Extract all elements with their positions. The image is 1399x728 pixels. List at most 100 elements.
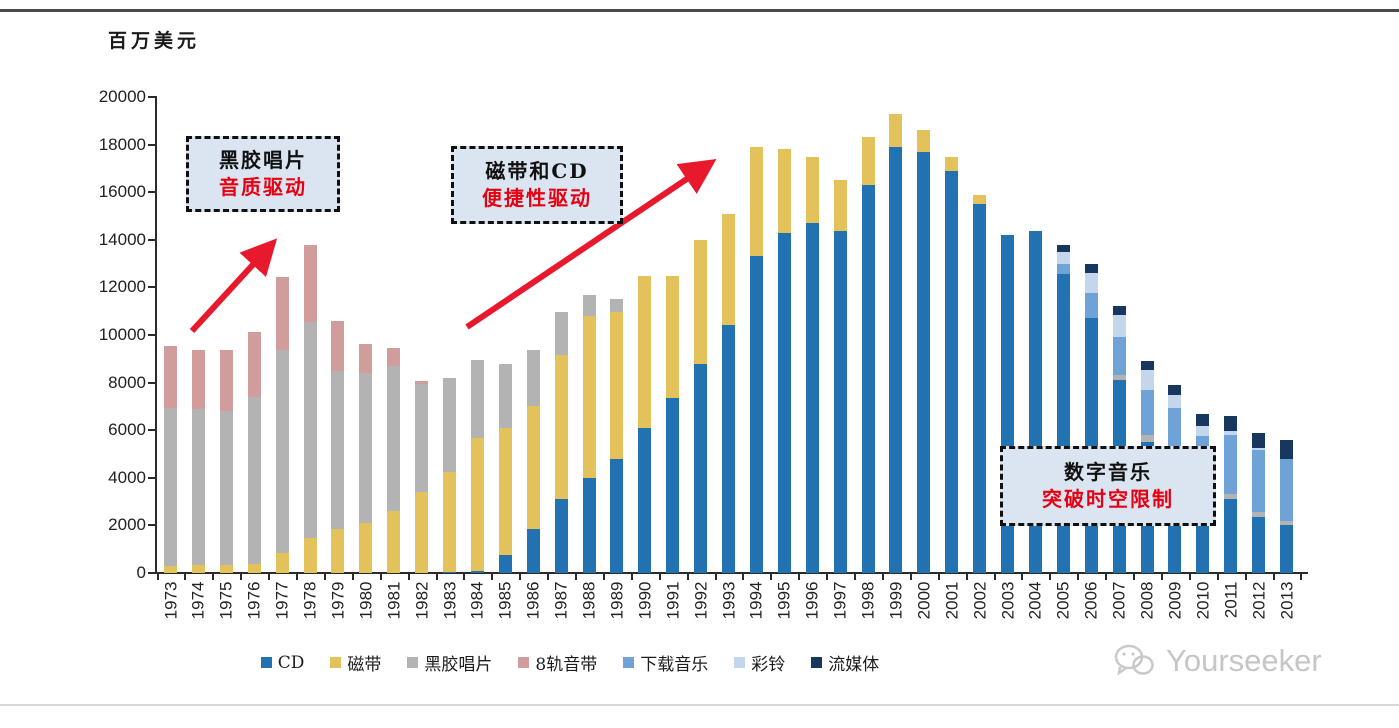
bar-segment-2011-流媒体 <box>1224 415 1238 431</box>
watermark-text: Yourseeker <box>1166 643 1322 678</box>
legend-swatch-下载音乐 <box>623 657 635 668</box>
x-axis-label-2013: 2013 <box>1277 581 1296 620</box>
bar-segment-1999-磁带 <box>889 113 903 147</box>
x-axis-label-1987: 1987 <box>551 581 571 620</box>
x-tick <box>658 574 661 580</box>
callout-tape-cd-subtitle: 便捷性驱动 <box>482 186 592 210</box>
x-axis-label-1998: 1998 <box>858 581 878 620</box>
callout-vinyl-title: 黑胶唱片 <box>219 148 307 172</box>
legend-label-8轨音带: 8轨音带 <box>535 655 598 675</box>
x-axis-label-2003: 2003 <box>998 581 1017 620</box>
x-tick <box>156 574 159 580</box>
bar-segment-2008-黑胶唱片 <box>1140 435 1154 443</box>
bar-segment-1991-CD <box>666 398 680 573</box>
callout-tape-cd: 磁带和CD 便捷性驱动 <box>451 146 623 224</box>
bar-segment-2008-下载音乐 <box>1140 390 1154 436</box>
x-axis-label-2000: 2000 <box>914 581 934 620</box>
bar-segment-1973-磁带 <box>164 565 177 573</box>
x-axis-line <box>155 572 1308 574</box>
legend-label-流媒体: 流媒体 <box>828 655 880 675</box>
x-axis-label-2002: 2002 <box>970 581 990 620</box>
x-tick <box>323 574 326 580</box>
x-axis-label-2008: 2008 <box>1137 581 1157 620</box>
y-tick <box>148 476 156 479</box>
y-axis-unit-label: 百万美元 <box>108 30 201 52</box>
bar-segment-2008-彩铃 <box>1140 370 1154 391</box>
bar-segment-2005-彩铃 <box>1056 252 1070 265</box>
bar-segment-1977-8轨音带 <box>275 276 289 351</box>
x-axis-label-1986: 1986 <box>523 581 543 620</box>
legend-item-8轨音带: 8轨音带 <box>518 650 597 675</box>
x-tick <box>965 574 968 580</box>
bar-segment-2005-流媒体 <box>1056 244 1070 253</box>
legend-swatch-CD <box>260 657 272 668</box>
bar-segment-2011-彩铃 <box>1224 430 1238 435</box>
bar-segment-2001-CD <box>945 170 959 573</box>
x-axis-label-1979: 1979 <box>328 581 348 620</box>
legend-item-下载音乐: 下载音乐 <box>623 650 708 675</box>
y-tick-label: 4000 <box>108 467 146 487</box>
bar-segment-1973-黑胶唱片 <box>164 407 177 566</box>
bar-segment-1983-CD <box>443 572 456 574</box>
bar-segment-1993-磁带 <box>722 213 735 326</box>
bar-segment-2012-流媒体 <box>1252 432 1266 448</box>
x-tick <box>937 574 940 580</box>
legend-item-CD: CD <box>260 652 305 673</box>
legend-swatch-磁带 <box>330 657 342 668</box>
bar-segment-2011-下载音乐 <box>1224 434 1238 495</box>
bar-segment-1980-8轨音带 <box>359 343 373 373</box>
x-tick <box>435 574 438 580</box>
x-axis-label-1981: 1981 <box>384 581 404 620</box>
x-tick <box>1105 574 1108 580</box>
bar-segment-1981-磁带 <box>387 510 401 573</box>
x-axis-label-1976: 1976 <box>244 581 264 620</box>
bar-segment-2009-彩铃 <box>1168 394 1182 408</box>
bar-segment-1985-CD <box>498 555 512 573</box>
bar-segment-1975-8轨音带 <box>219 349 233 411</box>
bar-segment-1976-黑胶唱片 <box>247 396 261 564</box>
bar-segment-1988-磁带 <box>582 315 596 478</box>
x-axis-label-1985: 1985 <box>495 581 515 620</box>
bar-segment-2007-流媒体 <box>1112 306 1126 315</box>
x-axis-label-2007: 2007 <box>1109 581 1129 620</box>
bar-segment-2013-CD <box>1280 525 1293 573</box>
bar-segment-1996-磁带 <box>805 156 819 224</box>
x-axis-label-1991: 1991 <box>663 581 683 620</box>
bar-segment-1979-8轨音带 <box>331 320 345 371</box>
y-tick <box>148 286 156 289</box>
callout-tape-cd-title: 磁带和CD <box>485 159 589 183</box>
legend-label-CD: CD <box>277 652 305 673</box>
x-axis-label-1984: 1984 <box>467 581 487 620</box>
x-axis-label-1997: 1997 <box>830 581 850 620</box>
bar-segment-2002-磁带 <box>973 194 987 205</box>
legend-swatch-黑胶唱片 <box>407 657 419 668</box>
x-tick <box>686 574 689 580</box>
bar-segment-1980-黑胶唱片 <box>359 372 373 523</box>
bar-segment-1995-磁带 <box>777 149 791 233</box>
bar-segment-1987-黑胶唱片 <box>554 312 568 355</box>
x-tick <box>1272 574 1275 580</box>
bar-segment-1973-8轨音带 <box>164 345 177 408</box>
bar-segment-1989-磁带 <box>610 312 624 459</box>
bar-segment-2013-黑胶唱片 <box>1280 520 1293 526</box>
bar-segment-1975-磁带 <box>219 564 233 573</box>
legend-swatch-彩铃 <box>734 657 746 668</box>
bar-segment-1981-黑胶唱片 <box>387 365 401 511</box>
bar-segment-2008-流媒体 <box>1140 361 1154 371</box>
x-axis-label-2009: 2009 <box>1165 581 1185 620</box>
x-tick <box>547 574 550 580</box>
bar-segment-2006-彩铃 <box>1084 273 1098 294</box>
bar-segment-2007-下载音乐 <box>1112 337 1126 376</box>
x-tick <box>1216 574 1219 580</box>
bar-segment-1983-黑胶唱片 <box>443 377 456 473</box>
bar-segment-1979-磁带 <box>331 528 345 573</box>
bar-segment-1986-磁带 <box>526 405 540 529</box>
x-axis-label-1999: 1999 <box>886 581 906 620</box>
x-axis-label-1977: 1977 <box>272 581 292 620</box>
callout-vinyl-subtitle: 音质驱动 <box>219 175 307 199</box>
bar-segment-1978-磁带 <box>303 537 317 573</box>
bar-segment-1995-CD <box>777 232 791 573</box>
x-axis-label-1996: 1996 <box>802 581 822 620</box>
bar-segment-1999-CD <box>889 146 903 573</box>
y-axis-line <box>155 96 157 574</box>
